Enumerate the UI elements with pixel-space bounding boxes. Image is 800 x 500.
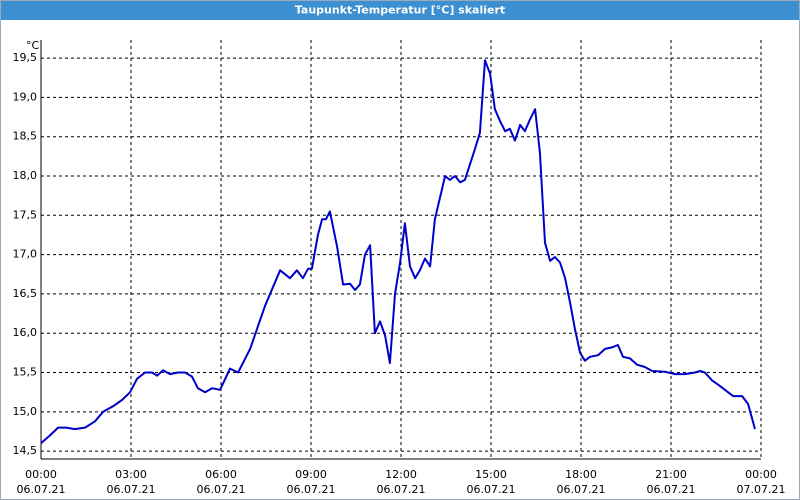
y-tick-label: 19,0: [13, 90, 38, 103]
y-tick-label: 15,5: [13, 366, 38, 379]
y-tick-label: 15,0: [13, 405, 38, 418]
x-tick-date: 06.07.21: [377, 483, 426, 496]
title-bar: [0, 0, 800, 20]
x-tick-label: 00:00: [25, 468, 57, 481]
x-tick-date: 06.07.21: [557, 483, 606, 496]
x-tick-label: 12:00: [385, 468, 417, 481]
x-tick-date: 07.07.21: [737, 483, 786, 496]
y-tick-label: 16,0: [13, 326, 38, 339]
y-unit: °C: [26, 39, 40, 52]
x-tick-date: 06.07.21: [467, 483, 516, 496]
x-tick-label: 03:00: [115, 468, 147, 481]
x-tick-label: 18:00: [565, 468, 597, 481]
y-tick-label: 18,5: [13, 130, 38, 143]
x-tick-label: 06:00: [205, 468, 237, 481]
chart-title: Taupunkt-Temperatur [°C] skaliert: [295, 4, 505, 17]
x-tick-date: 06.07.21: [287, 483, 336, 496]
x-tick-date: 06.07.21: [647, 483, 696, 496]
x-tick-label: 21:00: [655, 468, 687, 481]
x-tick-label: 09:00: [295, 468, 327, 481]
y-tick-label: 17,0: [13, 248, 38, 261]
x-tick-date: 06.07.21: [197, 483, 246, 496]
data-line: [40, 59, 756, 445]
y-tick-label: 19,5: [13, 51, 38, 64]
y-tick-label: 16,5: [13, 287, 38, 300]
x-tick-label: 15:00: [475, 468, 507, 481]
y-tick-label: 18,0: [13, 169, 38, 182]
y-tick-label: 14,5: [13, 444, 38, 457]
x-tick-date: 06.07.21: [17, 483, 66, 496]
x-tick-label: 00:00: [745, 468, 777, 481]
x-tick-date: 06.07.21: [107, 483, 156, 496]
y-tick-label: 17,5: [13, 208, 38, 221]
